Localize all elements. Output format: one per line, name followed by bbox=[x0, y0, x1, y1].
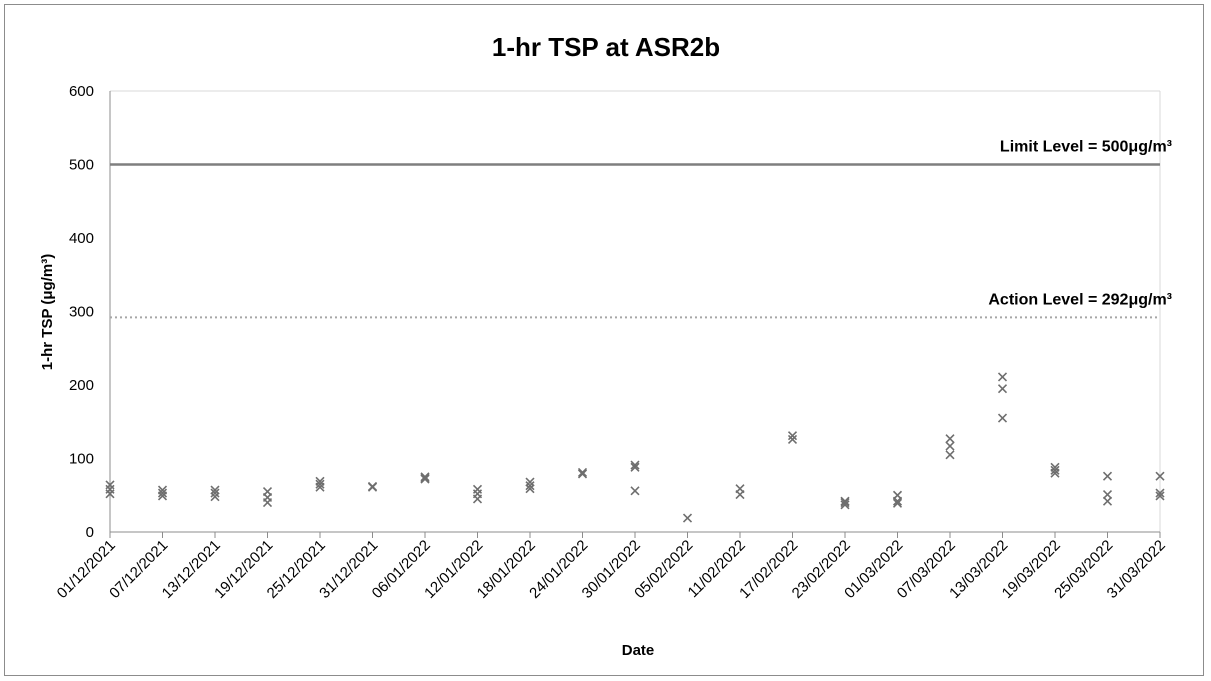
y-axis-title: 1-hr TSP (μg/m³) bbox=[39, 254, 56, 370]
y-tick-label: 200 bbox=[69, 377, 94, 394]
y-tick-label: 100 bbox=[69, 451, 94, 468]
data-point bbox=[1155, 488, 1165, 498]
data-point bbox=[787, 431, 798, 441]
data-point bbox=[525, 477, 535, 487]
data-point bbox=[997, 372, 1008, 382]
data-point bbox=[157, 488, 168, 498]
data-point bbox=[997, 413, 1008, 423]
y-tick-label: 0 bbox=[86, 524, 94, 541]
data-point bbox=[735, 489, 745, 500]
data-point bbox=[630, 462, 640, 472]
data-point bbox=[1102, 496, 1113, 506]
y-tick-label: 600 bbox=[69, 83, 94, 100]
data-point bbox=[525, 481, 535, 491]
data-point bbox=[420, 472, 430, 482]
data-point bbox=[1155, 471, 1165, 481]
data-point bbox=[315, 479, 325, 489]
data-point bbox=[892, 496, 903, 506]
data-point bbox=[420, 474, 430, 484]
data-point bbox=[682, 513, 693, 523]
data-point bbox=[630, 486, 640, 496]
data-point bbox=[892, 498, 903, 508]
data-point bbox=[210, 488, 220, 498]
y-tick-label: 400 bbox=[69, 230, 94, 247]
data-point bbox=[577, 469, 588, 479]
chart-title: 1-hr TSP at ASR2b bbox=[492, 32, 720, 62]
data-point bbox=[262, 498, 273, 508]
data-point bbox=[840, 498, 850, 508]
data-point bbox=[945, 434, 955, 444]
data-point bbox=[315, 482, 325, 492]
reference-lines: Limit Level = 500μg/m³ Action Level = 292… bbox=[110, 139, 1172, 319]
x-axis: 01/12/202107/12/202113/12/202119/12/2021… bbox=[54, 532, 1169, 602]
data-point bbox=[577, 467, 588, 478]
action-level-label: Action Level = 292μg/m³ bbox=[988, 291, 1172, 308]
data-point bbox=[840, 496, 850, 506]
data-point bbox=[997, 384, 1008, 394]
data-point bbox=[1155, 491, 1165, 501]
data-point bbox=[472, 494, 483, 504]
data-markers bbox=[105, 372, 1165, 523]
data-point bbox=[157, 491, 168, 501]
data-point bbox=[1050, 465, 1060, 475]
limit-level-label: Limit Level = 500μg/m³ bbox=[1000, 139, 1172, 156]
data-point bbox=[105, 489, 115, 499]
data-point bbox=[630, 460, 640, 470]
data-point bbox=[787, 434, 798, 444]
y-tick-label: 500 bbox=[69, 157, 94, 174]
y-tick-label: 300 bbox=[69, 304, 94, 321]
data-point bbox=[210, 492, 220, 502]
y-axis: 0 100 200 300 400 500 600 bbox=[69, 83, 94, 541]
data-point bbox=[1050, 468, 1060, 478]
data-point bbox=[1102, 489, 1113, 500]
data-point bbox=[525, 484, 535, 494]
x-axis-title: Date bbox=[622, 642, 655, 659]
data-point bbox=[945, 450, 955, 460]
data-point bbox=[210, 485, 220, 495]
data-point bbox=[840, 500, 850, 510]
data-point bbox=[1102, 471, 1113, 481]
data-point bbox=[945, 441, 955, 451]
chart-area bbox=[4, 4, 1204, 676]
data-point bbox=[367, 482, 378, 492]
data-point bbox=[472, 484, 483, 494]
